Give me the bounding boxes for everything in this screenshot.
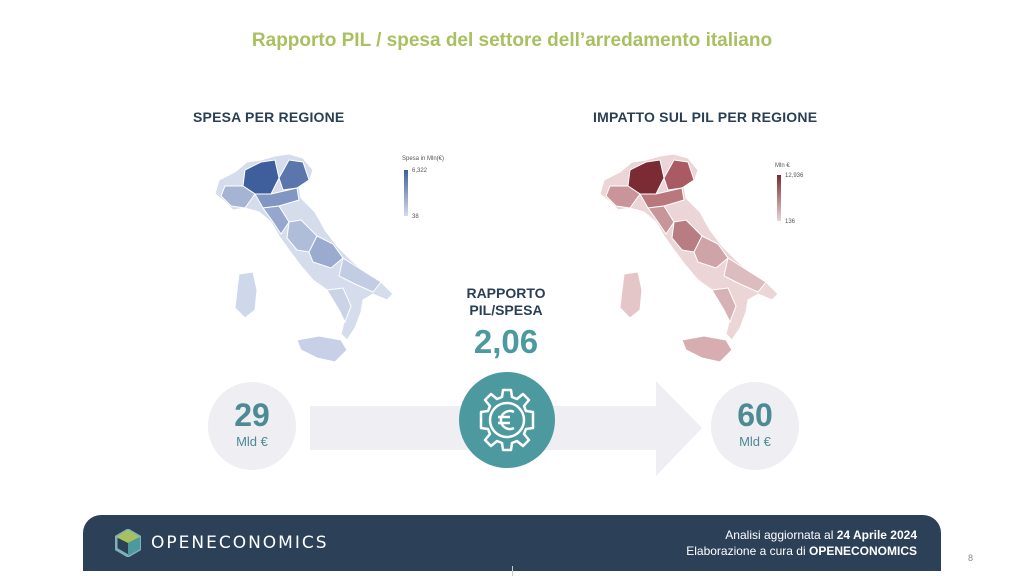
legend-min: 38 xyxy=(412,214,419,220)
footer-elaboration-brand: OPENECONOMICS xyxy=(808,544,917,558)
italy-spending-map xyxy=(214,153,394,363)
ratio-value: 2,06 xyxy=(473,323,539,360)
euro-gear-icon xyxy=(459,372,555,468)
spending-total-circle: 29 Mld € xyxy=(208,382,296,470)
left-map-legend: Spesa in Mln(€) 6,322 38 xyxy=(402,156,462,226)
gdp-total-unit: Mld € xyxy=(739,434,771,449)
openeconomics-logo-icon xyxy=(115,529,141,557)
legend-min: 136 xyxy=(785,219,796,225)
page-title: Rapporto PIL / spesa del settore dell’ar… xyxy=(251,30,773,51)
legend-color-scale xyxy=(777,175,781,221)
footer-updated-label: Analisi aggiornata al xyxy=(725,528,834,542)
legend-max: 12,936 xyxy=(785,173,804,179)
footer-credits: Analisi aggiornata al 24 Aprile 2024 Ela… xyxy=(686,527,917,559)
footer-brand: OPENECONOMICS xyxy=(151,533,329,553)
gdp-total-circle: 60 Mld € xyxy=(711,382,799,470)
ratio-label-line2: PIL/SPESA xyxy=(469,302,543,318)
spending-total-value: 29 xyxy=(234,397,270,433)
divider xyxy=(512,566,513,576)
left-map-heading: SPESA PER REGIONE xyxy=(193,109,345,125)
right-map-legend: Mln € 12,936 136 xyxy=(775,163,835,233)
footer-updated-date: 24 Aprile 2024 xyxy=(836,528,917,542)
legend-max: 6,322 xyxy=(412,168,428,174)
gdp-total-value: 60 xyxy=(737,397,773,433)
ratio-label: RAPPORTO PIL/SPESA xyxy=(446,285,566,319)
footer-elaboration-label: Elaborazione a cura di xyxy=(686,544,806,558)
legend-title: Spesa in Mln(€) xyxy=(402,156,445,162)
italy-gdp-map xyxy=(599,153,779,363)
page-number: 8 xyxy=(968,553,974,563)
spending-total-unit: Mld € xyxy=(236,434,268,449)
right-map-heading: IMPATTO SUL PIL PER REGIONE xyxy=(593,109,818,125)
legend-title: Mln € xyxy=(775,163,790,169)
ratio-label-line1: RAPPORTO xyxy=(466,285,546,301)
footer-bar: OPENECONOMICS Analisi aggiornata al 24 A… xyxy=(83,515,941,571)
legend-color-scale xyxy=(404,170,408,216)
